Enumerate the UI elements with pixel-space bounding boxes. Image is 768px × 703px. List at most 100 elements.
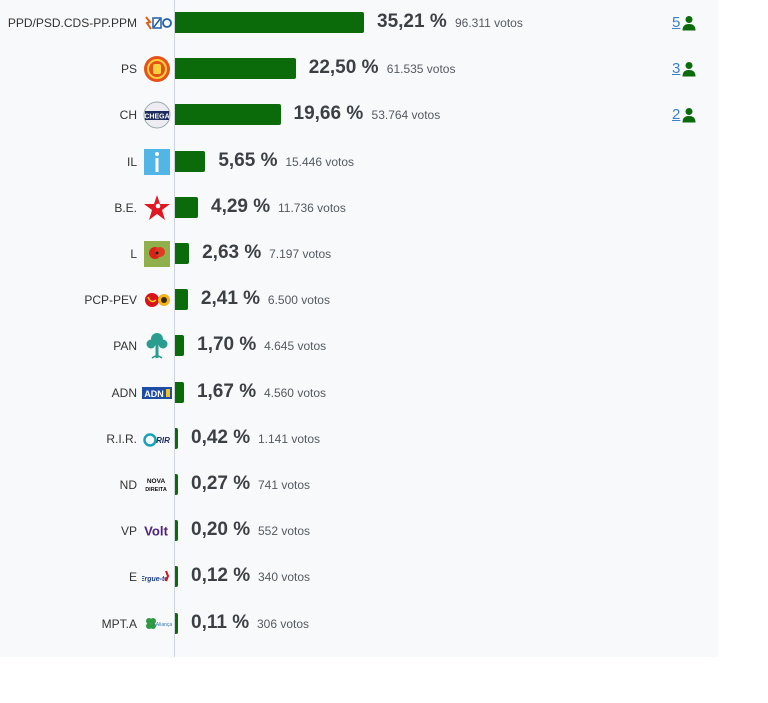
result-row: B.E. 4,29 % 11.736 votos [0,193,718,223]
vote-count: 96.311 votos [455,16,523,30]
vote-percentage: 22,50 % [308,57,379,79]
vote-share-bar [175,243,190,264]
vote-share-bar [175,150,206,172]
party-name-label: R.I.R. [106,431,137,446]
vote-share-bar [175,335,185,357]
axis-line [174,0,175,657]
party-name-label: MPT.A [101,616,137,631]
vote-share-bar [175,104,281,126]
result-row: PPD/PSD.CDS-PP.PPM 35,21 % 96.311 votos 5 [0,8,718,38]
party-name-label: PPD/PSD.CDS-PP.PPM [7,16,137,30]
rir-icon: RIR [142,425,172,453]
person-icon [682,61,696,77]
result-row: ND NOVA DIREITA 0,27 % 741 votos [0,470,718,500]
seats-indicator: 5 [672,14,696,31]
vote-share-bar [175,58,296,80]
party-name-label: E [128,570,137,585]
seat-count-link[interactable]: 2 [672,106,681,124]
vote-share-bar [175,612,178,634]
svg-text:Ergue-te: Ergue-te [142,576,168,583]
pan-tree-icon [142,332,172,360]
vote-count: 7.197 votos [269,247,332,261]
svg-text:Aliança: Aliança [156,622,172,628]
ad-coalition-icon [142,9,172,37]
seat-count-link[interactable]: 5 [672,14,681,31]
ps-fist-rose-icon [142,55,172,83]
il-icon [142,148,172,176]
result-row: R.I.R. RIR 0,42 % 1.141 votos [0,424,718,454]
vote-percentage: 5,65 % [218,149,278,171]
party-name-label: L [130,247,137,261]
result-row: E Ergue-te 0,12 % 340 votos [0,562,718,592]
vote-percentage: 0,42 % [191,426,251,448]
livre-poppy-icon [142,240,172,268]
result-row: ADN ADN 1,67 % 4.560 votos [0,378,718,408]
result-row: MPT.A Aliança 0,11 % 306 votos [0,609,718,639]
vote-share-bar [175,566,178,588]
mpt-clover-icon: Aliança [142,610,172,638]
adn-icon: ADN [142,379,172,407]
vote-share-bar [175,427,178,449]
vote-percentage: 4,29 % [211,195,271,217]
svg-text:RIR: RIR [156,436,170,445]
party-name-label: VP [120,524,137,539]
vote-count: 6.500 votos [267,293,330,308]
cdu-hammer-sickle-icon [142,286,172,314]
vote-percentage: 2,63 % [202,242,262,263]
vote-percentage: 1,70 % [197,334,257,356]
seat-count-link[interactable]: 3 [672,60,681,78]
vote-count: 61.535 votos [386,62,456,77]
svg-text:Volt: Volt [144,524,168,539]
seats-indicator: 3 [672,60,696,77]
vote-count: 340 votos [258,570,311,585]
party-name-label: PAN [113,339,137,354]
vote-percentage: 35,21 % [377,11,447,32]
svg-text:NOVA: NOVA [147,478,166,485]
chega-icon: CHEGA [142,101,172,129]
svg-text:DIREITA: DIREITA [145,487,167,493]
vote-count: 4.560 votos [263,385,326,400]
result-row: PAN 1,70 % 4.645 votos [0,331,718,361]
vote-percentage: 1,67 % [196,380,257,402]
result-row: L 2,63 % 7.197 votos [0,239,718,269]
party-name-label: B.E. [114,200,137,215]
vote-share-bar [175,12,364,33]
vote-share-bar [175,520,178,542]
person-icon [682,107,696,123]
party-name-label: ADN [111,385,137,400]
vote-count: 53.764 votos [371,108,441,123]
party-name-label: PS [120,62,137,77]
vote-percentage: 0,11 % [191,611,250,633]
party-name-label: ND [119,478,137,492]
vote-count: 552 votos [258,524,311,539]
vote-share-bar [175,289,188,311]
results-panel: PPD/PSD.CDS-PP.PPM 35,21 % 96.311 votos 5 PS… [0,0,718,657]
vote-count: 4.645 votos [264,339,327,354]
be-star-icon [142,194,172,222]
seats-indicator: 2 [672,106,696,123]
vote-percentage: 19,66 % [293,103,364,125]
result-row: IL 5,65 % 15.446 votos [0,147,718,177]
nova-direita-icon: NOVA DIREITA [142,471,172,499]
vote-percentage: 0,20 % [191,519,251,541]
vote-count: 15.446 votos [285,154,355,169]
result-row: PS 22,50 % 61.535 votos 3 [0,54,718,84]
result-row: PCP-PEV 2,41 % 6.500 votos [0,285,718,315]
vote-percentage: 0,12 % [191,565,251,587]
vote-percentage: 0,27 % [191,473,251,494]
vote-share-bar [175,474,178,495]
person-icon [682,15,696,31]
vote-share-bar [175,381,184,403]
volt-icon: Volt [142,517,172,545]
svg-text:ADN: ADN [144,389,164,399]
party-name-label: IL [126,154,137,169]
party-name-label: PCP-PEV [84,293,137,308]
ergue-te-icon: Ergue-te [142,563,172,591]
vote-count: 1.141 votos [258,431,321,446]
result-row: VP Volt 0,20 % 552 votos [0,516,718,546]
result-row: CH CHEGA 19,66 % 53.764 votos 2 [0,100,718,130]
svg-text:CHEGA: CHEGA [144,114,169,121]
vote-count: 306 votos [257,616,310,631]
vote-count: 741 votos [258,478,311,492]
vote-share-bar [175,196,199,218]
